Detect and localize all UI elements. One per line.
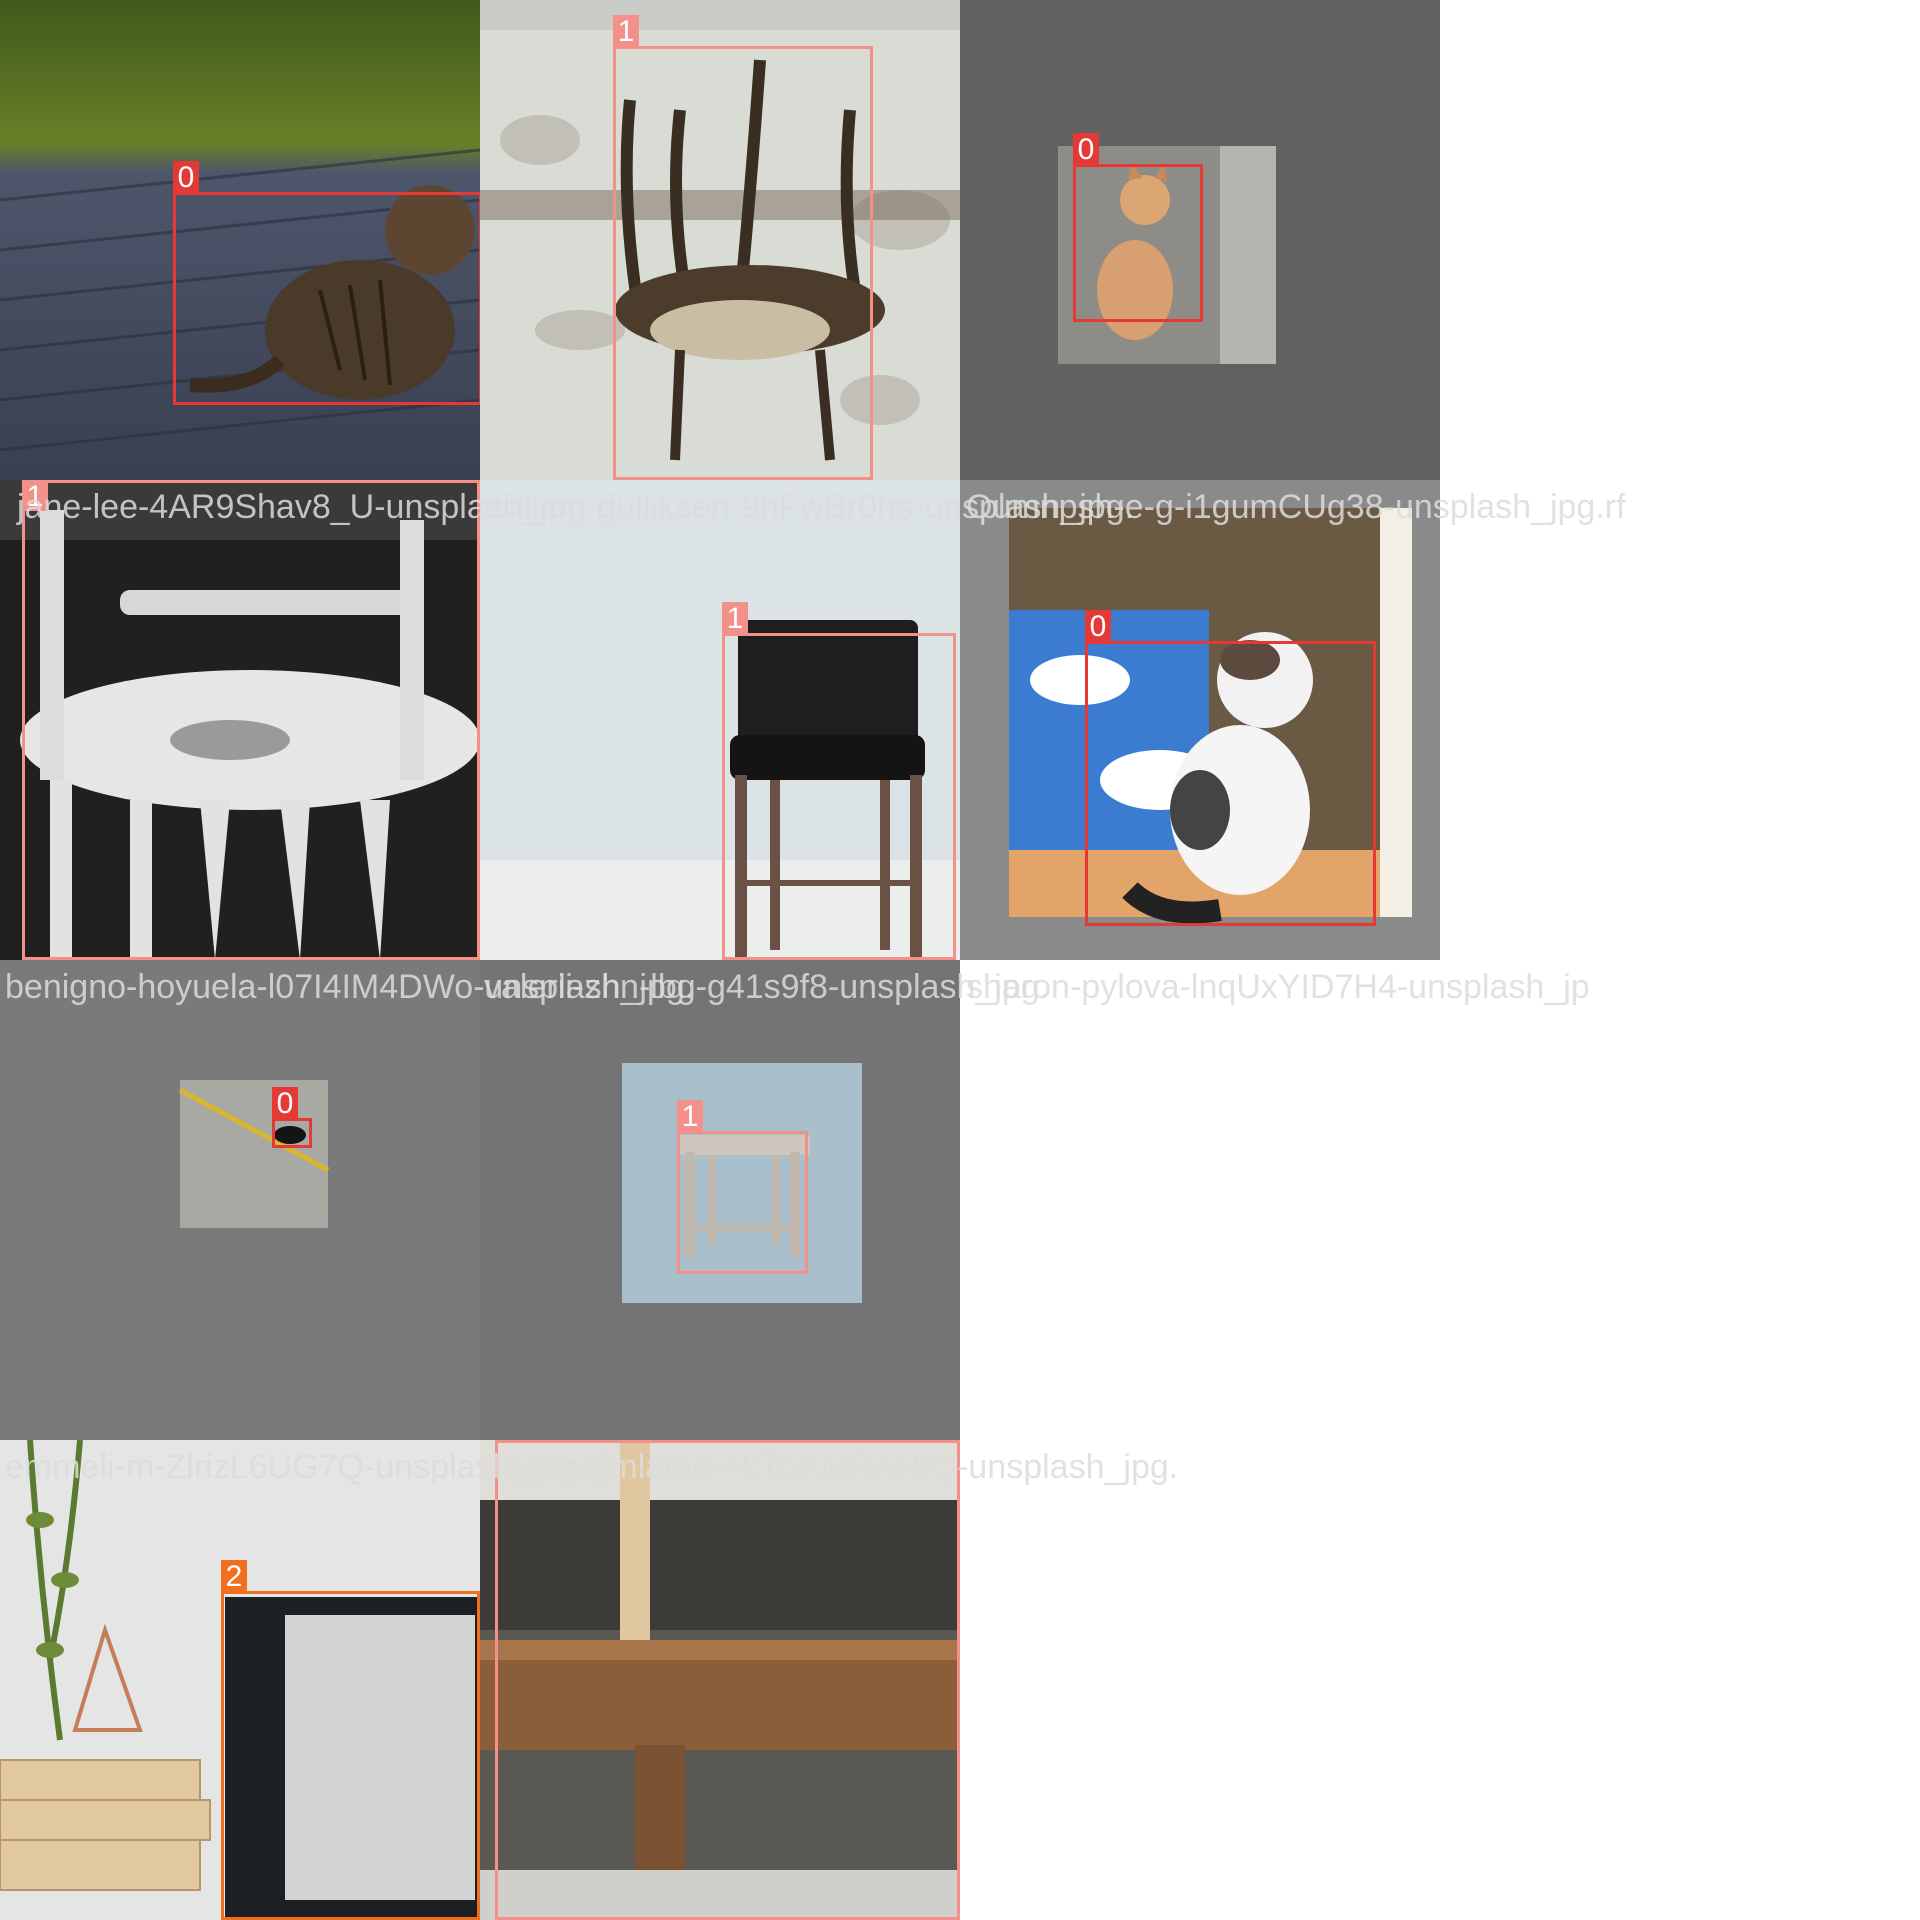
tile-bar-stool: 1 — [480, 480, 960, 960]
tile-laptop-desk: 2 — [0, 1440, 480, 1920]
filename-caption: valerii-zhn-lbg-g41s9f8-unsplash_jpg. — [484, 968, 1050, 1006]
wooden-table-photo — [480, 1440, 960, 1920]
bounding-box-chair: 1 — [677, 1100, 808, 1274]
filename-caption: jane-lee-4AR9Shav8_U-unsplash_jpg.rf — [17, 488, 617, 526]
filename-caption: Oumnpsh-e-g-i1gumCUg38-unsplash_jpg.rf — [966, 488, 1626, 526]
bar-stool-photo — [480, 480, 960, 960]
filename-caption: sharon-pylova-lnqUxYID7H4-unsplash_jp — [966, 968, 1590, 1006]
class-label: 0 — [1085, 610, 1111, 643]
class-label: 1 — [677, 1100, 703, 1133]
filename-caption: emmeli-m-ZlrizL6UG7Q-unsplash_jpg.rf — [5, 1448, 606, 1486]
bounding-box-laptop: 2 — [221, 1560, 480, 1920]
tile-wooden-table: 1 — [480, 1440, 960, 1920]
tile-empty — [960, 960, 1440, 1440]
class-label: 1 — [22, 480, 48, 513]
class-label: 0 — [272, 1087, 298, 1120]
bounding-box-cat: 0 — [1085, 610, 1376, 926]
orange-cat-photo — [1058, 146, 1276, 364]
tile-hanging-chair: 1 — [480, 0, 960, 480]
wooden-stool-photo — [622, 1063, 862, 1303]
tile-empty — [960, 1440, 1440, 1920]
white-chair-photo — [0, 480, 480, 960]
bounding-box-chair: 1 — [613, 15, 873, 480]
class-label: 1 — [722, 602, 748, 635]
bounding-box-cat: 0 — [272, 1087, 312, 1148]
bounding-box-chair: 1 — [22, 480, 480, 960]
class-label: 2 — [221, 1560, 247, 1593]
filename-caption: william-gulliksen-9hFwBr0hs-unsplash_jpg… — [484, 488, 1135, 526]
tile-orange-cat: 0 — [960, 0, 1440, 480]
bounding-box-chair: 1 — [722, 602, 956, 960]
class-label: 0 — [173, 161, 199, 194]
tile-cat-deck: 0 — [0, 0, 480, 480]
tile-white-chair: 1 — [0, 480, 480, 960]
tile-wooden-stool: 1 — [480, 960, 960, 1440]
cat-on-deck-photo — [0, 0, 480, 480]
class-label: 1 — [613, 15, 639, 48]
tile-tiny-cat: 0 — [0, 960, 480, 1440]
hanging-chair-photo — [480, 0, 960, 480]
window-cat-photo — [1009, 508, 1412, 924]
filename-caption: benigno-hoyuela-l07I4IM4DWo-unsplash_jpg… — [5, 968, 695, 1006]
bounding-box-chair: 1 — [495, 1440, 960, 1920]
class-label: 0 — [1073, 133, 1099, 166]
filename-caption: laean-gmlaf6e-4kTbAMRAHtQ-unsplash_jpg. — [496, 1448, 1179, 1486]
tile-window-cat: 0 — [960, 480, 1440, 960]
bounding-box-cat: 0 — [173, 161, 480, 405]
bounding-box-cat: 0 — [1073, 133, 1203, 322]
laptop-desk-photo — [0, 1440, 480, 1920]
tiny-cat-photo — [178, 1080, 330, 1228]
